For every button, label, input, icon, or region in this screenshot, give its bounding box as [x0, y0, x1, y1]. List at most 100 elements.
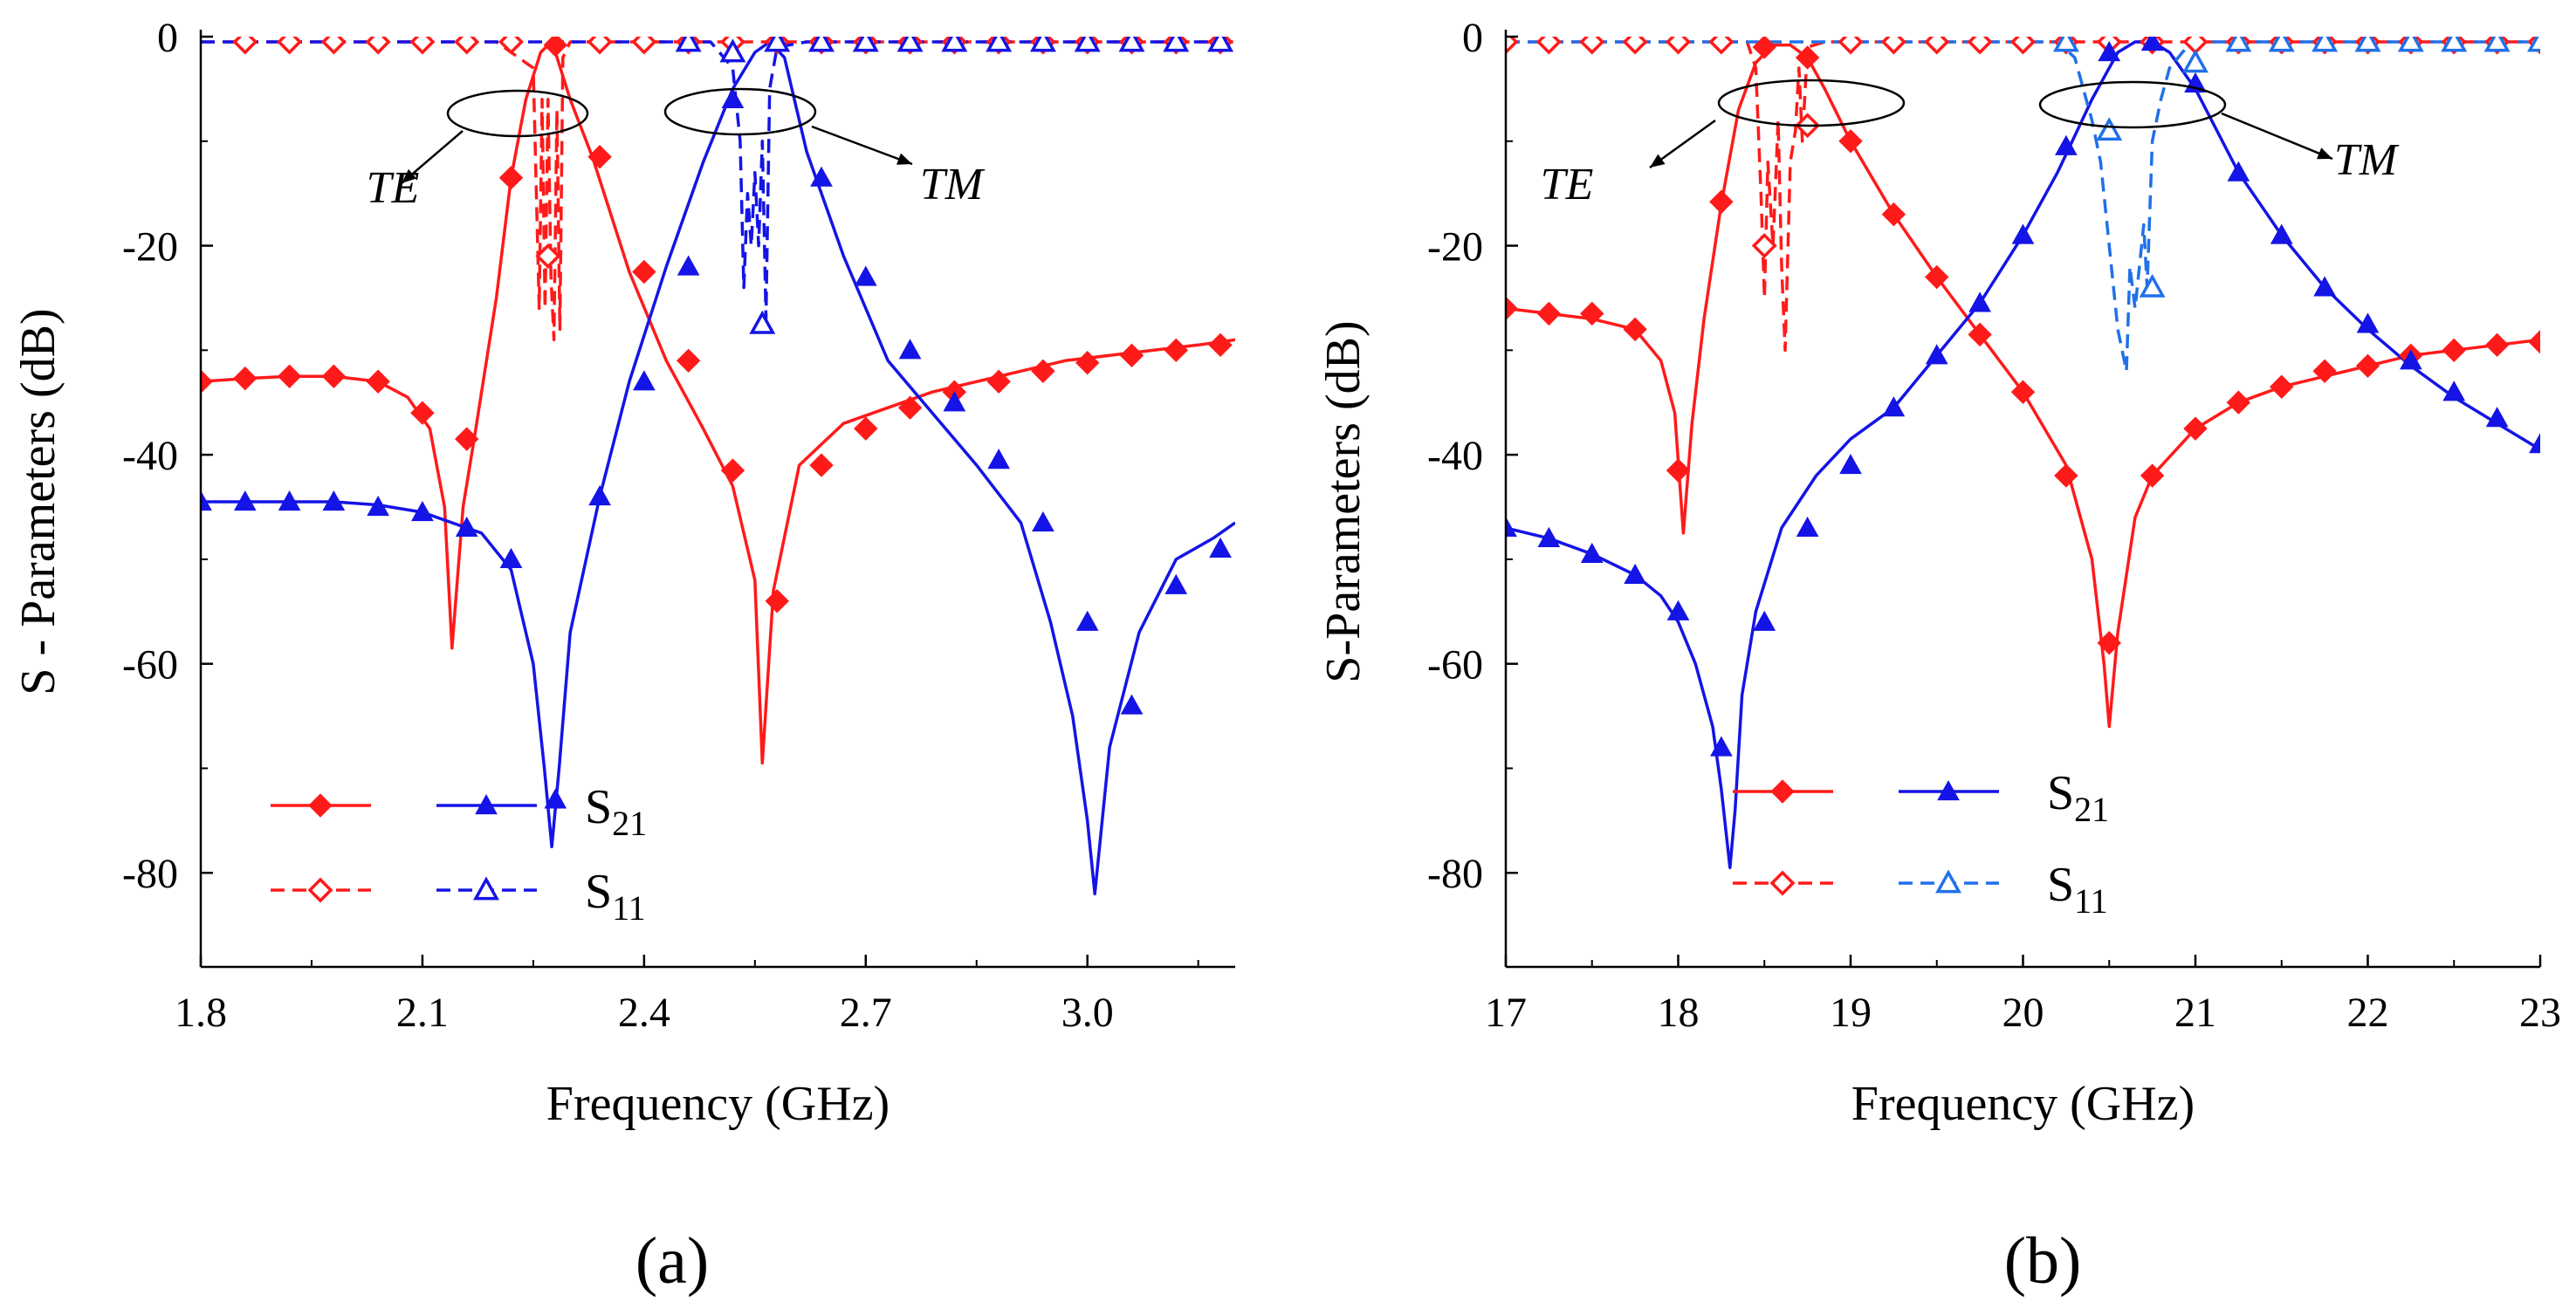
legend-label-sub: 11	[2074, 881, 2108, 921]
series-0-marker-8	[543, 37, 567, 58]
y-tick-label: -40	[122, 433, 178, 479]
series-2-marker-0	[1506, 516, 1517, 538]
panel-a: 1.8 2.1 2.4 2.7 3.0 0 -20 -40 -60 -80 Frequency (G…	[11, 15, 1235, 1298]
series-3-marker-12	[1163, 37, 1190, 52]
series-2-marker-13	[2055, 134, 2078, 155]
series-3-marker-0	[675, 37, 702, 52]
te-arrow-head	[402, 168, 417, 183]
series-2-marker-18	[2270, 223, 2293, 244]
legend-label-sub: 21	[612, 804, 647, 843]
series-2-marker-5	[411, 500, 434, 522]
series-2-marker-15	[854, 265, 877, 286]
series-2-marker-11	[1968, 291, 1991, 312]
x-tick-label: 20	[2002, 990, 2044, 1036]
series-0-marker-11	[1968, 322, 1992, 347]
series-2-marker-10	[1925, 344, 1948, 365]
series-3-marker-3	[2182, 49, 2208, 73]
x-tick-label: 2.7	[840, 990, 892, 1036]
x-tick-label: 2.4	[618, 990, 670, 1036]
te-label: TE	[367, 163, 420, 213]
series-0-marker-23	[2484, 332, 2510, 358]
legend-label-s11: S11	[585, 865, 646, 928]
series-0-marker-19	[2312, 359, 2337, 383]
y-tick-label: -20	[122, 224, 178, 271]
series-2-marker-12	[721, 87, 745, 108]
series-0-marker-16	[897, 395, 923, 420]
series-3-marker-9	[2441, 37, 2468, 52]
series-0-marker-22	[1164, 338, 1188, 363]
series-2-marker-4	[1666, 600, 1690, 620]
te-ellipse	[1717, 79, 1906, 127]
tm-ellipse	[663, 87, 817, 136]
series-2-marker-22	[2442, 380, 2466, 401]
series-3-marker-1	[719, 38, 746, 63]
series-0-marker-12	[720, 458, 745, 483]
y-tick-label: -60	[122, 642, 178, 689]
series-0-marker-10	[1925, 264, 1949, 290]
series-2-marker-14	[2098, 40, 2121, 62]
series-1-marker-3	[1622, 37, 1648, 55]
series-3-marker-6	[896, 37, 924, 52]
series-line-1	[201, 40, 1235, 342]
x-tick-label: 22	[2347, 990, 2389, 1036]
series-1-marker-2	[320, 37, 347, 55]
series-1-marker-7	[535, 243, 561, 270]
series-2-marker-18	[987, 449, 1010, 469]
y-tick-label: -20	[1427, 224, 1483, 271]
y-tick-label: -40	[1427, 433, 1483, 479]
series-3-marker-2	[2139, 273, 2166, 298]
te-label: TE	[1541, 160, 1594, 209]
tm-arrow-line	[811, 125, 913, 166]
legend-marker-te-s11	[1769, 870, 1796, 896]
series-1-marker-3	[365, 37, 391, 55]
series-0-marker-14	[2097, 630, 2121, 655]
series-0-marker-13	[765, 589, 789, 613]
plot-area	[1506, 37, 2540, 869]
series-0-marker-8	[1838, 129, 1863, 154]
series-0-marker-12	[2010, 380, 2036, 404]
series-3-marker-1	[2096, 117, 2123, 141]
series-0-marker-3	[321, 364, 347, 388]
legend-marker-tm-s11	[473, 876, 499, 901]
series-2-marker-3	[1624, 563, 1646, 584]
series-2-marker-2	[1580, 542, 1604, 563]
series-0-marker-20	[2355, 353, 2380, 378]
series-0-marker-9	[587, 145, 612, 169]
series-line-1	[1506, 40, 2540, 353]
x-tick-label: 2.1	[396, 990, 449, 1036]
series-3-marker-8	[2397, 37, 2424, 52]
plot-area	[201, 37, 1235, 895]
legend-marker-tm-s11	[1935, 869, 1961, 894]
panel-caption: (b)	[2004, 1224, 2082, 1298]
series-2-marker-24	[2529, 433, 2540, 454]
series-0-marker-2	[277, 364, 302, 388]
series-0-marker-3	[1623, 317, 1647, 342]
panel-caption: (a)	[635, 1224, 709, 1298]
series-0-marker-16	[2183, 416, 2208, 441]
series-0-marker-5	[410, 401, 435, 425]
x-tick-label: 23	[2519, 990, 2561, 1036]
series-1-marker-0	[232, 37, 258, 55]
series-line-2	[201, 40, 1235, 895]
series-2-marker-4	[367, 495, 389, 517]
series-1-marker-9	[1880, 37, 1906, 55]
series-2-marker-7	[499, 547, 523, 568]
series-0-marker-21	[1119, 343, 1144, 368]
series-1-marker-8	[1838, 37, 1864, 55]
legend-label-main: S	[2047, 858, 2074, 912]
series-2-marker-6	[1753, 610, 1776, 631]
series-2-marker-5	[1710, 736, 1733, 757]
series-0-marker-0	[201, 369, 213, 394]
legend-marker-te-s11	[307, 877, 333, 903]
x-tick-label: 1.8	[175, 990, 227, 1036]
series-3-marker-7	[941, 37, 968, 52]
series-0-marker-0	[1506, 296, 1518, 321]
y-tick-label: 0	[1462, 15, 1483, 61]
series-0-marker-6	[455, 427, 479, 451]
series-2-marker-17	[2227, 161, 2250, 182]
series-3-marker-9	[1029, 37, 1056, 52]
series-2-marker-1	[1537, 526, 1561, 548]
series-0-marker-10	[632, 259, 656, 284]
series-3-marker-0	[2052, 37, 2079, 52]
